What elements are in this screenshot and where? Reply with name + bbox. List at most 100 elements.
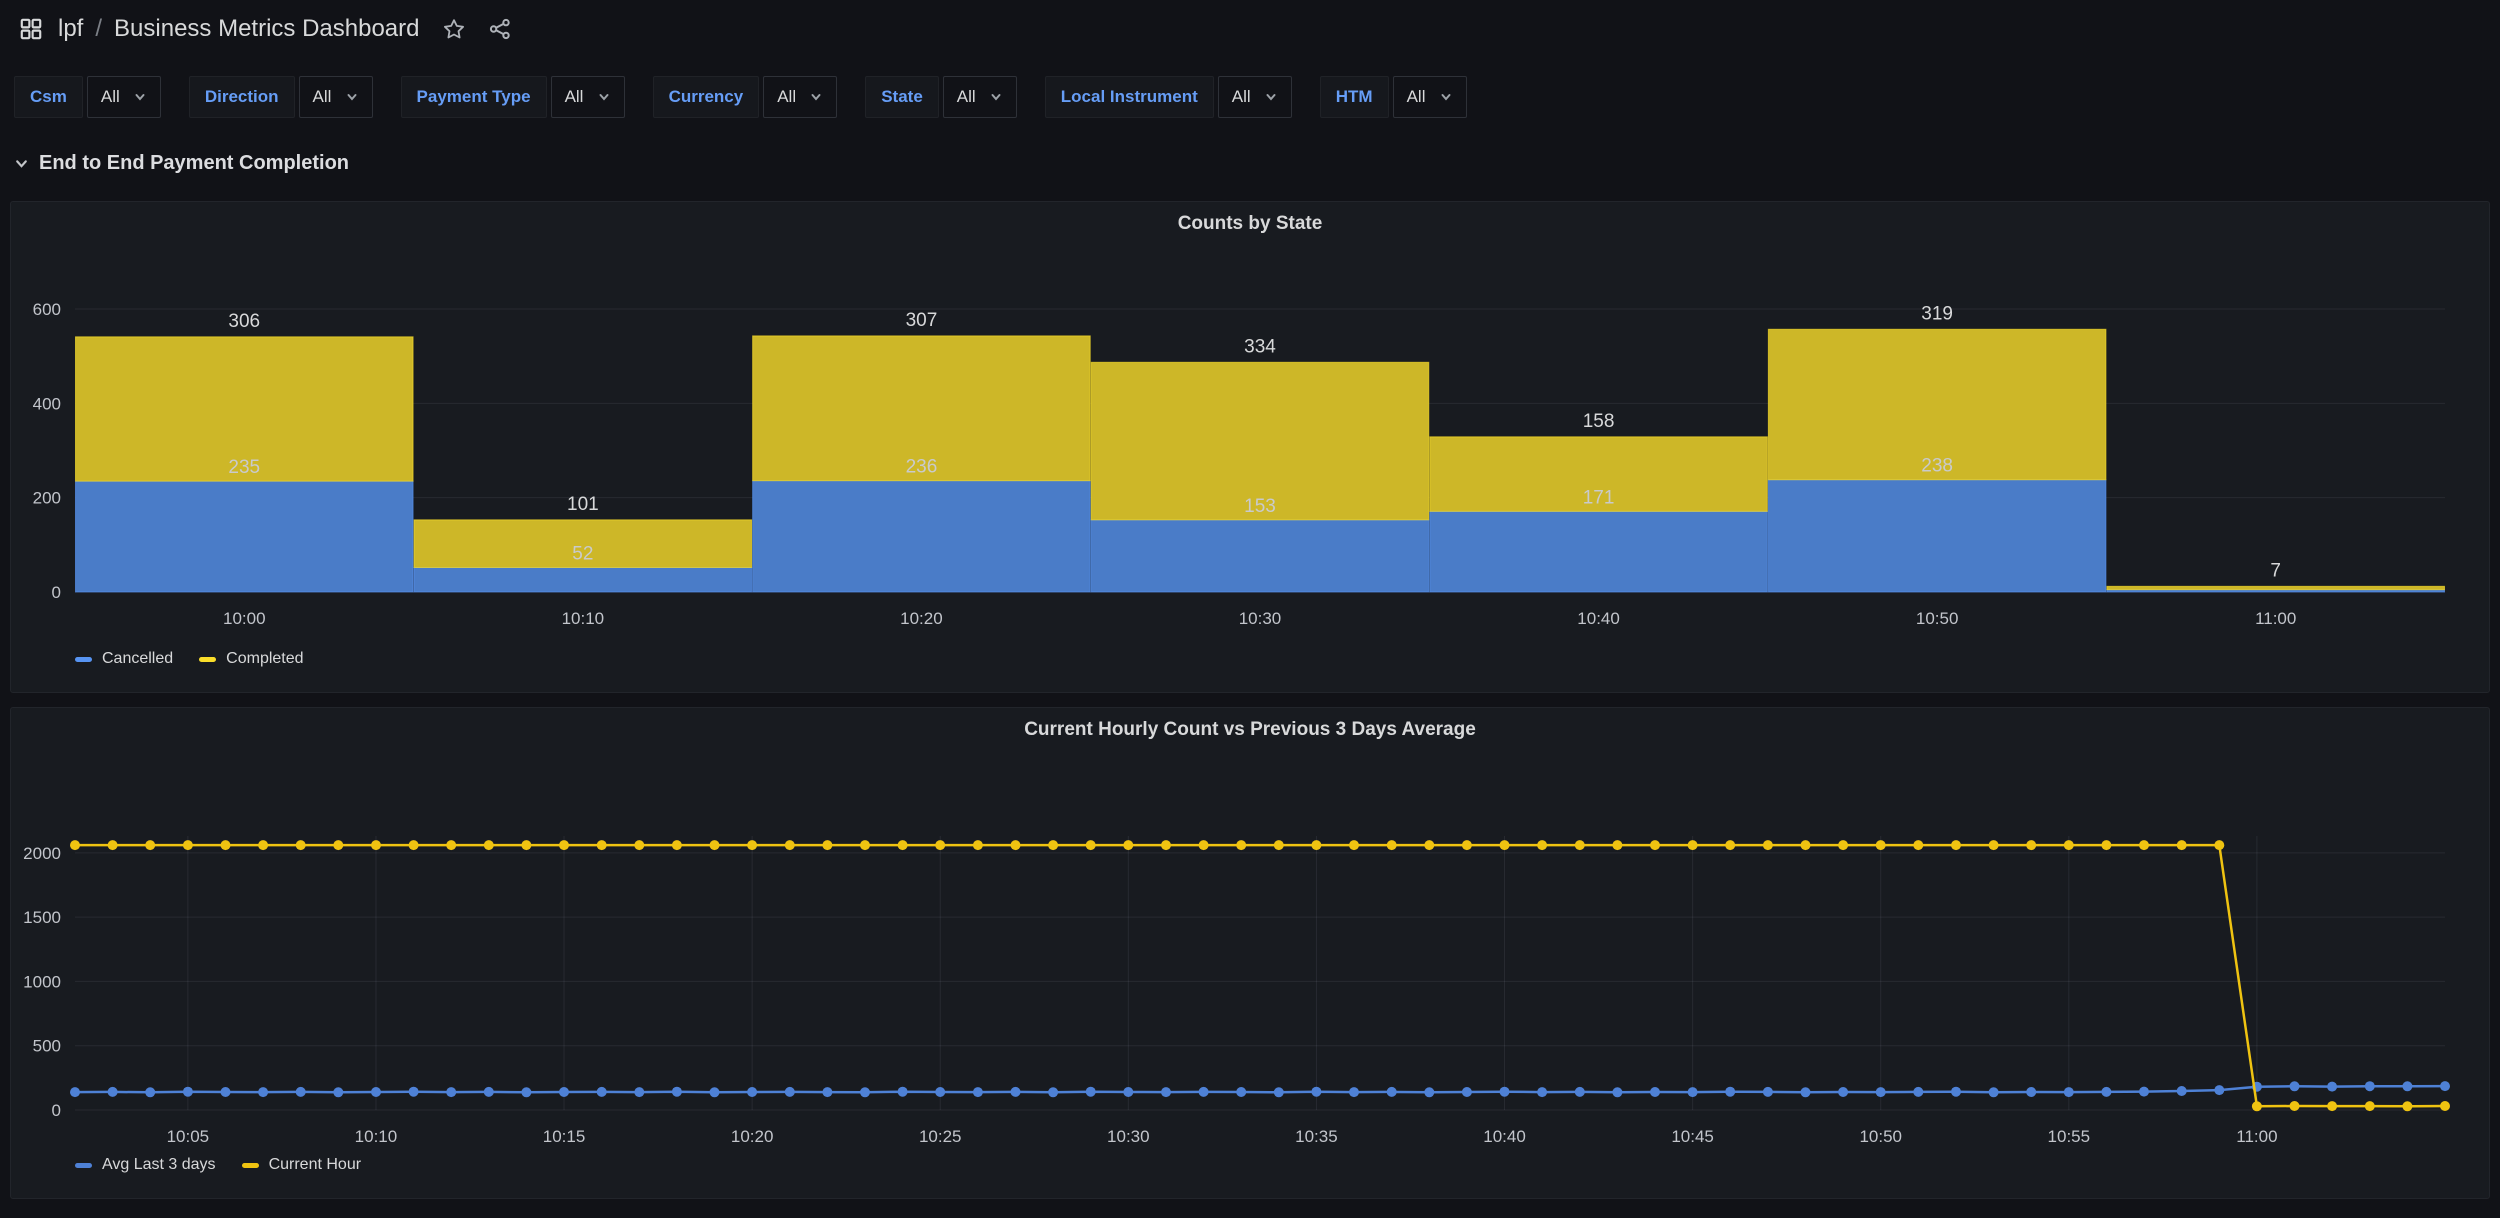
header: lpf / Business Metrics Dashboard bbox=[0, 0, 2500, 48]
breadcrumb: lpf / Business Metrics Dashboard bbox=[58, 15, 420, 43]
filter-label: Currency bbox=[652, 76, 760, 118]
breadcrumb-separator: / bbox=[95, 15, 103, 42]
legend-swatch bbox=[75, 656, 92, 662]
panel-hourly-count-vs-average: Current Hourly Count vs Previous 3 Days … bbox=[10, 707, 2490, 1199]
legend-label: Cancelled bbox=[102, 650, 174, 667]
svg-text:1500: 1500 bbox=[23, 908, 61, 927]
svg-text:10:30: 10:30 bbox=[1107, 1127, 1150, 1146]
filter-label: State bbox=[865, 76, 939, 118]
section-header-end-to-end[interactable]: End to End Payment Completion bbox=[14, 152, 2500, 175]
svg-text:11:00: 11:00 bbox=[2255, 609, 2296, 628]
filter-value-dropdown[interactable]: All bbox=[1217, 76, 1292, 118]
legend-label: Current Hour bbox=[268, 1156, 362, 1173]
svg-text:10:00: 10:00 bbox=[223, 609, 266, 628]
svg-text:10:50: 10:50 bbox=[1916, 609, 1959, 628]
variable-filter: Currency All bbox=[652, 76, 838, 118]
panel-title[interactable]: Counts by State bbox=[1177, 213, 1323, 234]
line-chart-canvas[interactable]: 0 500 1000 1500 2000 10:05 10:10 10:15 10:20 10:2… bbox=[11, 752, 2489, 1148]
svg-text:10:50: 10:50 bbox=[1859, 1127, 1902, 1146]
svg-text:7: 7 bbox=[2270, 560, 2281, 581]
filter-label: Payment Type bbox=[400, 76, 547, 118]
legend-item[interactable]: Avg Last 3 days bbox=[75, 1156, 216, 1174]
share-icon[interactable] bbox=[488, 17, 512, 41]
svg-text:238: 238 bbox=[1921, 456, 1953, 477]
filter-label: Direction bbox=[188, 76, 295, 118]
legend-label: Completed bbox=[226, 650, 304, 667]
svg-text:153: 153 bbox=[1244, 496, 1276, 517]
legend-label: Avg Last 3 days bbox=[102, 1156, 216, 1173]
filter-value-dropdown[interactable]: All bbox=[298, 76, 373, 118]
svg-text:10:40: 10:40 bbox=[1483, 1127, 1526, 1146]
legend-item[interactable]: Current Hour bbox=[241, 1156, 362, 1174]
filter-selected-value: All bbox=[312, 87, 332, 106]
filter-label: HTM bbox=[1319, 76, 1389, 118]
variable-filter: Local Instrument All bbox=[1044, 76, 1292, 118]
filter-value-dropdown[interactable]: All bbox=[550, 76, 625, 118]
svg-text:0: 0 bbox=[52, 583, 61, 602]
svg-text:306: 306 bbox=[228, 311, 260, 332]
svg-text:10:10: 10:10 bbox=[562, 609, 605, 628]
filter-value-dropdown[interactable]: All bbox=[763, 76, 838, 118]
variable-filter: Payment Type All bbox=[400, 76, 625, 118]
svg-text:200: 200 bbox=[33, 489, 61, 508]
variable-filter: Csm All bbox=[14, 76, 161, 118]
bar-chart-legend: Cancelled Completed bbox=[75, 650, 2489, 668]
chevron-down-icon bbox=[14, 156, 29, 171]
filter-label: Csm bbox=[14, 76, 83, 118]
filter-value-dropdown[interactable]: All bbox=[86, 76, 161, 118]
svg-text:10:10: 10:10 bbox=[355, 1127, 398, 1146]
filter-selected-value: All bbox=[777, 87, 797, 106]
chevron-down-icon bbox=[597, 90, 611, 104]
apps-grid-icon[interactable] bbox=[18, 16, 44, 42]
chevron-down-icon bbox=[1264, 90, 1278, 104]
chevron-down-icon bbox=[1439, 90, 1453, 104]
svg-text:11:00: 11:00 bbox=[2236, 1127, 2277, 1146]
svg-text:307: 307 bbox=[906, 310, 938, 331]
variable-filter: State All bbox=[865, 76, 1017, 118]
filter-selected-value: All bbox=[564, 87, 584, 106]
page-title[interactable]: Business Metrics Dashboard bbox=[114, 15, 420, 42]
filter-selected-value: All bbox=[100, 87, 120, 106]
svg-text:10:15: 10:15 bbox=[543, 1127, 586, 1146]
chevron-down-icon bbox=[989, 90, 1003, 104]
star-icon[interactable] bbox=[442, 17, 466, 41]
svg-text:334: 334 bbox=[1244, 336, 1276, 357]
filter-value-dropdown[interactable]: All bbox=[942, 76, 1017, 118]
filter-value-dropdown[interactable]: All bbox=[1392, 76, 1467, 118]
svg-text:1000: 1000 bbox=[23, 972, 61, 991]
variable-filter: HTM All bbox=[1319, 76, 1467, 118]
legend-item[interactable]: Completed bbox=[199, 650, 304, 668]
svg-text:52: 52 bbox=[572, 543, 593, 564]
legend-swatch bbox=[241, 1162, 259, 1168]
panel-title[interactable]: Current Hourly Count vs Previous 3 Days … bbox=[1024, 719, 1476, 740]
variable-filters-row: Csm All Direction All Payment Type All Currenc… bbox=[14, 76, 2500, 118]
chevron-down-icon bbox=[345, 90, 359, 104]
svg-text:600: 600 bbox=[33, 300, 61, 319]
svg-text:235: 235 bbox=[228, 457, 260, 478]
svg-text:10:20: 10:20 bbox=[900, 609, 943, 628]
svg-text:10:05: 10:05 bbox=[167, 1127, 210, 1146]
chevron-down-icon bbox=[809, 90, 823, 104]
svg-text:10:25: 10:25 bbox=[919, 1127, 962, 1146]
legend-swatch bbox=[199, 656, 217, 662]
svg-text:10:55: 10:55 bbox=[2048, 1127, 2091, 1146]
chevron-down-icon bbox=[133, 90, 147, 104]
filter-selected-value: All bbox=[956, 87, 976, 106]
svg-text:171: 171 bbox=[1583, 487, 1615, 508]
svg-text:400: 400 bbox=[33, 394, 61, 413]
svg-text:10:20: 10:20 bbox=[731, 1127, 774, 1146]
svg-text:158: 158 bbox=[1583, 411, 1615, 432]
filter-label: Local Instrument bbox=[1044, 76, 1214, 118]
svg-text:319: 319 bbox=[1921, 303, 1953, 324]
variable-filter: Direction All bbox=[188, 76, 373, 118]
legend-item[interactable]: Cancelled bbox=[75, 650, 173, 668]
bar-chart-canvas[interactable]: 0 200 400 600 306 235 10:00 101 52 10:10 307 236 10:… bbox=[11, 246, 2489, 642]
svg-text:10:35: 10:35 bbox=[1295, 1127, 1338, 1146]
svg-text:0: 0 bbox=[52, 1101, 61, 1120]
svg-text:10:30: 10:30 bbox=[1239, 609, 1282, 628]
section-title: End to End Payment Completion bbox=[39, 152, 350, 174]
svg-text:101: 101 bbox=[567, 494, 599, 515]
breadcrumb-folder[interactable]: lpf bbox=[58, 15, 84, 42]
panel-counts-by-state: Counts by State 0 200 400 600 306 235 10:00 101… bbox=[10, 201, 2490, 693]
